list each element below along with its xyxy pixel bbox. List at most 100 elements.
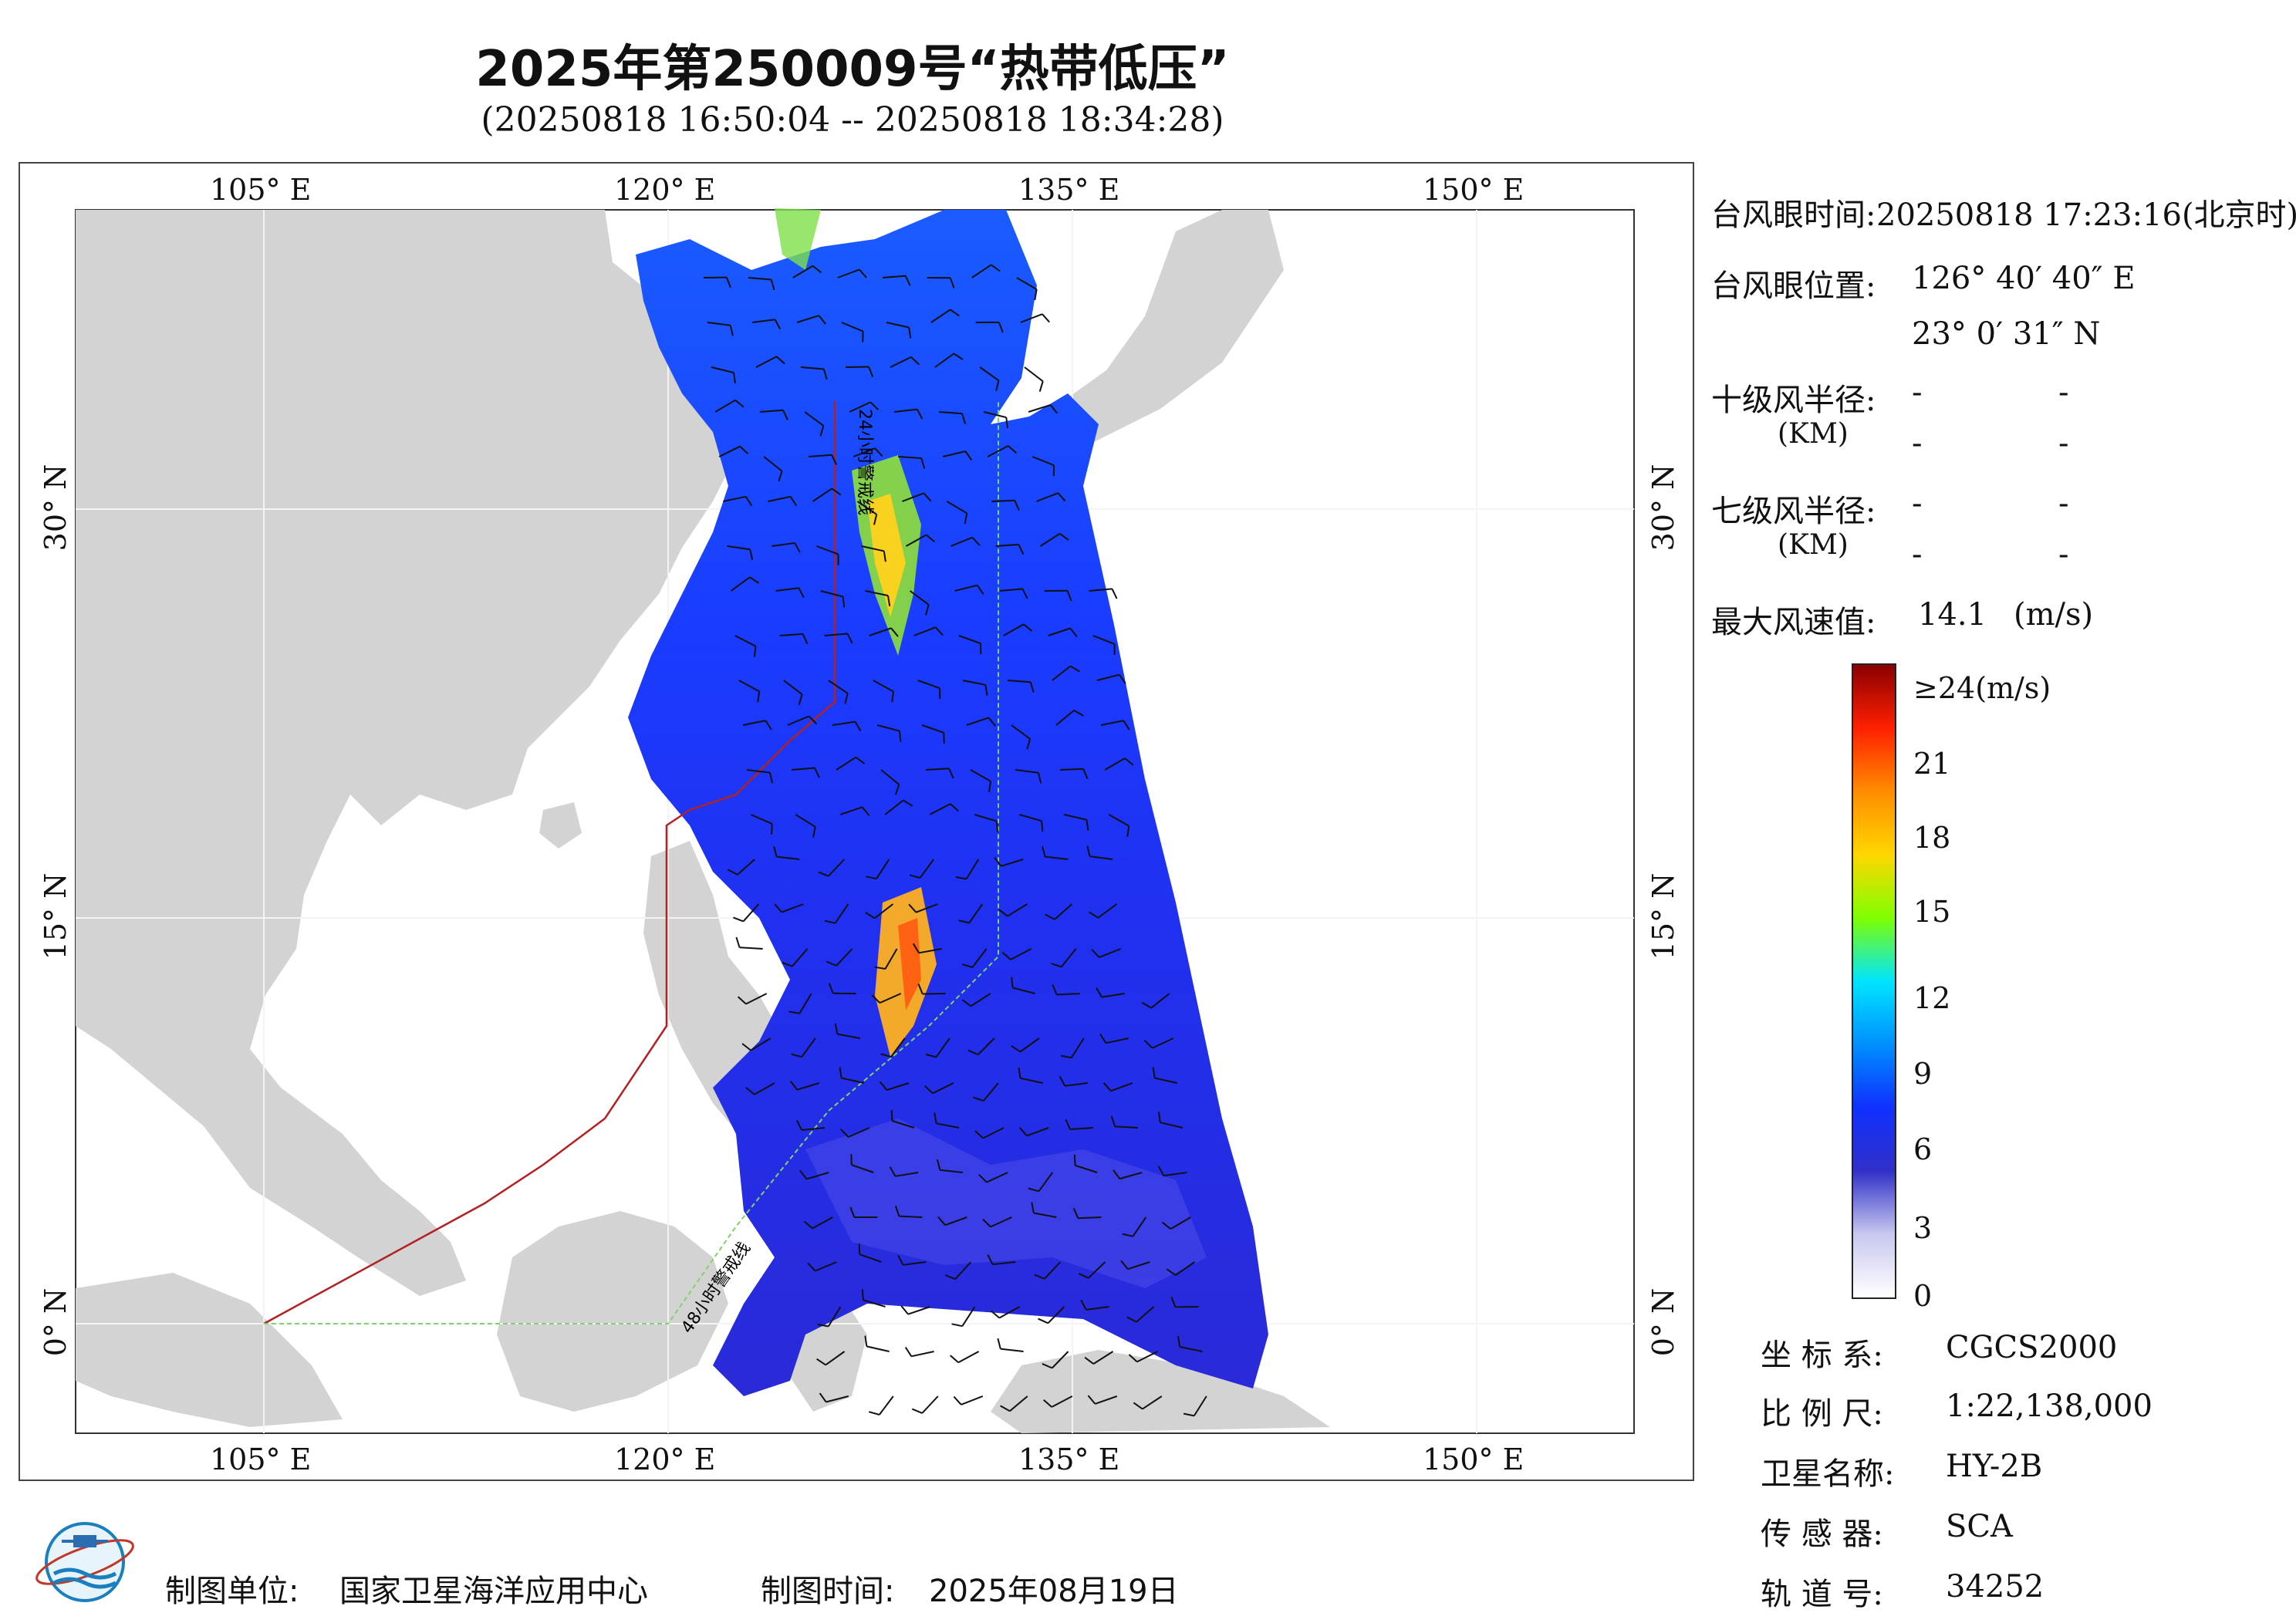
scale-label: 比 例 尺:: [1761, 1396, 1883, 1432]
wind-barb-flag: [773, 845, 778, 857]
wind-barb-shaft: [971, 948, 988, 968]
wind-barb-shaft: [940, 1169, 964, 1173]
wind-barb-shaft: [1108, 814, 1129, 827]
wind-barb-shaft: [1015, 769, 1039, 774]
wind-barb-flag: [887, 595, 891, 607]
wind-barb-flag: [1126, 1316, 1137, 1323]
r7-unit: (KM): [1778, 529, 1849, 561]
wind-barb-flag: [770, 279, 775, 291]
wind-barb-shaft: [1033, 1212, 1057, 1218]
r10-value: -: [1912, 375, 1923, 410]
wind-barb-shaft: [1051, 1395, 1073, 1408]
wind-barb-flag: [782, 961, 793, 967]
wind-barb-flag: [1143, 1040, 1153, 1049]
wind-barb-shaft: [958, 635, 981, 644]
colorbar-label: 12: [1913, 981, 1951, 1015]
wind-barb-shaft: [974, 814, 998, 822]
wind-barb-shaft: [1160, 1122, 1183, 1129]
wind-barb-shaft: [1088, 1261, 1106, 1279]
wind-barb-shaft: [1152, 1038, 1174, 1049]
left-lat-label: 0° N: [39, 1287, 73, 1357]
wind-barb-shaft: [812, 1216, 833, 1230]
eye-time-label: 台风眼时间:: [1711, 197, 1876, 233]
wind-barb-shaft: [1092, 1351, 1114, 1365]
wind-barb-flag: [869, 1411, 880, 1415]
footer-unit-label: 制图单位:: [165, 1574, 299, 1609]
top-lon-label: 120° E: [614, 173, 716, 207]
r10-value: -: [2058, 375, 2069, 410]
wind-barb-flag: [988, 717, 997, 727]
wind-barb-shaft: [1097, 903, 1117, 919]
wind-barb-flag: [903, 799, 913, 807]
wind-barb-flag: [861, 806, 870, 816]
r7-value: -: [1912, 537, 1923, 572]
wind-barb-shaft: [1179, 1346, 1203, 1352]
wind-barb-flag: [1018, 544, 1025, 555]
graticule: [76, 210, 1634, 1433]
wind-barb-flag: [739, 445, 749, 454]
wind-barb-flag: [733, 916, 744, 923]
wind-barb-flag: [782, 410, 788, 420]
wind-barb-shaft: [970, 769, 991, 782]
wind-barb-flag: [831, 488, 842, 496]
wind-barb-flag: [737, 996, 747, 1005]
wind-barb-flag: [879, 1081, 888, 1091]
wind-barb-shaft: [1052, 665, 1072, 681]
wind-barb-shaft: [1012, 987, 1035, 994]
wind-barb-flag: [753, 646, 757, 657]
wind-barb-shaft: [800, 366, 824, 370]
wind-barb-flag: [1170, 1297, 1177, 1308]
wind-barb-flag: [950, 803, 959, 812]
wind-barb-flag: [745, 1087, 755, 1095]
wind-barb-flag: [971, 537, 981, 546]
wind-barb-shaft: [856, 501, 877, 515]
wind-barb-flag: [1133, 1402, 1143, 1410]
wind-barb-shaft: [827, 859, 846, 877]
wind-barb-shaft: [1101, 993, 1125, 998]
wind-barb-shaft: [1110, 1082, 1133, 1092]
wind-barb-flag: [900, 1305, 909, 1315]
wind-barb-flag: [883, 551, 886, 562]
top-lon-label: 105° E: [210, 173, 312, 207]
wind-barb-flag: [880, 1053, 892, 1058]
wind-barb-flag: [950, 309, 960, 317]
wind-barb-shaft: [961, 1306, 976, 1327]
eye-position-label: 台风眼位置:: [1711, 268, 1876, 304]
wind-barb-shaft: [760, 409, 784, 413]
wind-swath: [628, 208, 1268, 1396]
wind-barb-shaft: [1038, 1172, 1054, 1192]
wind-barb-flag: [749, 576, 760, 584]
wind-barb-flag: [814, 768, 820, 778]
wind-barb-flag: [1141, 1001, 1152, 1009]
wind-barb-shaft: [990, 1216, 1012, 1228]
wind-barb-shaft: [827, 1306, 842, 1328]
wind-barb-flag: [997, 1338, 1001, 1349]
wind-barb-shaft: [792, 948, 809, 967]
wind-barb-shaft: [1055, 710, 1075, 726]
map-title: 2025年第250009号“热带低压”: [475, 41, 1230, 98]
wind-barb-shaft: [751, 319, 775, 323]
wind-barb-shaft: [944, 1216, 967, 1227]
wind-barb-flag: [840, 1129, 849, 1138]
wind-barb-shaft: [750, 1038, 772, 1051]
wind-barb-shaft: [825, 1351, 846, 1366]
wind-barb-flag: [911, 1408, 923, 1414]
wind-barb-flag: [964, 513, 968, 525]
wind-barb-flag: [1157, 1166, 1165, 1176]
wind-barb-flag: [1042, 1362, 1053, 1369]
wind-barb-shaft: [1119, 1172, 1143, 1180]
colorbar-label: ≥24(m/s): [1913, 671, 2051, 705]
max-wind-label: 最大风速值:: [1711, 605, 1876, 640]
wind-barb-shaft: [992, 1261, 1016, 1266]
wind-barb-flag: [822, 369, 828, 380]
wind-barb-shaft: [884, 948, 898, 970]
wind-barb-shaft: [832, 720, 856, 726]
wind-barb-flag: [936, 1159, 941, 1170]
wind-barb-flag: [1045, 913, 1055, 920]
wind-barb-shaft: [917, 680, 940, 690]
wind-barb-flag: [1043, 1399, 1052, 1408]
wind-barb-shaft: [970, 993, 991, 1007]
wind-barb-flag: [729, 325, 734, 336]
wind-barb-shaft: [837, 1033, 860, 1039]
wind-barb-flag: [812, 826, 816, 838]
